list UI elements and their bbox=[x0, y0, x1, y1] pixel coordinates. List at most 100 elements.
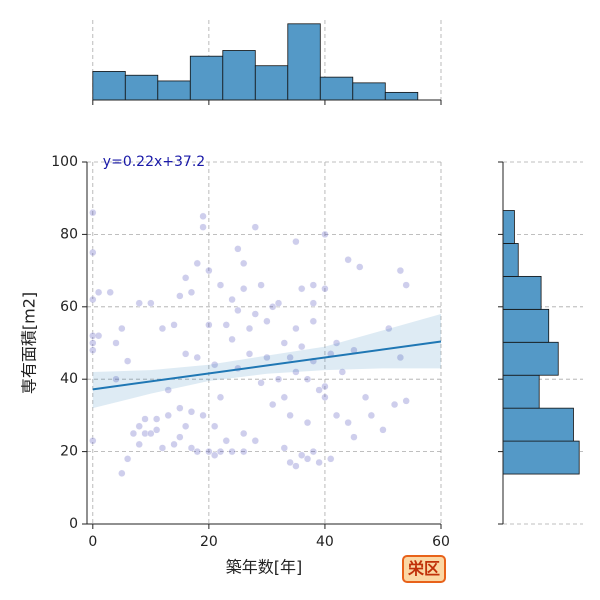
point bbox=[321, 382, 329, 391]
point bbox=[89, 295, 97, 304]
point bbox=[280, 444, 289, 452]
y-tick-label: 20 bbox=[60, 444, 78, 460]
point bbox=[367, 411, 376, 420]
histogram-bar bbox=[384, 91, 419, 101]
point bbox=[118, 469, 126, 478]
point bbox=[94, 332, 103, 340]
point bbox=[303, 455, 312, 463]
histogram-bar bbox=[352, 82, 386, 101]
point bbox=[193, 447, 202, 456]
point bbox=[210, 360, 219, 369]
point bbox=[379, 426, 387, 434]
point bbox=[338, 368, 347, 376]
point bbox=[239, 429, 248, 438]
point bbox=[280, 393, 289, 402]
point bbox=[216, 281, 225, 289]
point bbox=[123, 357, 132, 365]
point bbox=[181, 274, 190, 282]
histogram-bar bbox=[502, 407, 574, 442]
point bbox=[396, 266, 405, 275]
point bbox=[106, 288, 114, 297]
histogram-bar bbox=[319, 76, 354, 101]
point bbox=[170, 440, 178, 449]
point bbox=[251, 223, 260, 231]
point bbox=[350, 433, 358, 441]
area-badge: 栄区 bbox=[402, 555, 446, 583]
point bbox=[297, 342, 306, 351]
point bbox=[210, 422, 219, 431]
histogram-bar bbox=[502, 243, 519, 277]
point bbox=[89, 436, 97, 445]
histogram-bar bbox=[502, 440, 580, 475]
point bbox=[158, 444, 167, 452]
point bbox=[356, 263, 364, 271]
point bbox=[193, 353, 202, 362]
fit-label: y=0.22x+37.2 bbox=[103, 154, 205, 170]
point bbox=[141, 415, 149, 423]
point bbox=[239, 259, 248, 268]
point bbox=[315, 458, 323, 467]
point bbox=[361, 393, 370, 402]
point bbox=[147, 299, 155, 307]
point bbox=[303, 375, 312, 383]
point bbox=[222, 321, 231, 329]
point bbox=[309, 281, 318, 289]
point bbox=[245, 350, 254, 358]
point bbox=[332, 339, 341, 347]
point bbox=[297, 451, 306, 459]
x-tick-label: 0 bbox=[88, 534, 97, 550]
point bbox=[135, 422, 143, 431]
point bbox=[286, 458, 294, 467]
x-tick-label: 60 bbox=[432, 534, 450, 550]
point bbox=[112, 375, 120, 383]
point bbox=[280, 339, 289, 347]
regression-line bbox=[92, 340, 442, 391]
point bbox=[263, 353, 271, 362]
histogram-bar bbox=[502, 210, 515, 244]
point bbox=[205, 447, 213, 456]
point bbox=[152, 415, 161, 423]
point bbox=[292, 237, 300, 246]
point bbox=[181, 422, 190, 431]
point bbox=[385, 324, 393, 333]
point bbox=[176, 433, 184, 441]
point bbox=[268, 303, 277, 311]
point bbox=[292, 324, 300, 333]
point bbox=[257, 379, 265, 387]
point bbox=[239, 447, 248, 456]
point bbox=[158, 324, 167, 333]
point bbox=[187, 288, 196, 297]
point bbox=[187, 444, 196, 452]
point bbox=[402, 397, 410, 405]
point bbox=[292, 368, 300, 376]
histogram-bar bbox=[502, 341, 559, 376]
point bbox=[152, 426, 161, 434]
point bbox=[89, 208, 97, 217]
point bbox=[170, 321, 178, 329]
point bbox=[321, 230, 329, 239]
point bbox=[216, 393, 225, 402]
point bbox=[326, 455, 335, 463]
y-tick-label: 0 bbox=[69, 516, 78, 532]
point bbox=[251, 436, 260, 445]
point bbox=[205, 321, 213, 329]
point bbox=[321, 393, 329, 402]
point bbox=[251, 310, 260, 318]
point bbox=[315, 386, 323, 394]
histogram-bar bbox=[92, 71, 126, 101]
x-axis-label: 築年数[年] bbox=[226, 558, 303, 577]
point bbox=[286, 411, 294, 420]
point bbox=[390, 400, 399, 409]
point bbox=[135, 440, 143, 449]
point bbox=[234, 306, 242, 315]
point bbox=[94, 288, 103, 297]
y-tick-label: 80 bbox=[60, 226, 78, 242]
histogram-bar bbox=[502, 275, 542, 310]
point bbox=[176, 404, 184, 412]
point bbox=[199, 223, 207, 231]
point bbox=[181, 350, 190, 358]
point bbox=[129, 429, 138, 438]
histogram-bar bbox=[287, 23, 321, 101]
point bbox=[141, 429, 149, 438]
